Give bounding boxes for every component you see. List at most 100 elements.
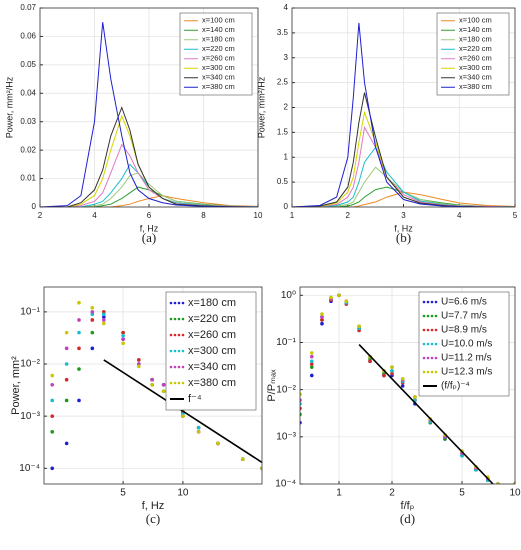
data-point xyxy=(64,398,69,403)
x-tick-label: 4 xyxy=(92,211,97,220)
data-point xyxy=(320,312,324,316)
legend-label: U=10.0 m/s xyxy=(441,339,492,350)
x-tick-label: 5 xyxy=(513,211,518,220)
legend-label: x=100 cm xyxy=(459,16,492,25)
data-point xyxy=(309,373,314,378)
data-point xyxy=(400,376,405,381)
x-axis-label: f/fₚ xyxy=(401,500,415,512)
legend-box xyxy=(436,12,510,96)
legend-swatch xyxy=(426,370,430,374)
legend-label: x=340 cm xyxy=(188,361,236,373)
legend-swatch xyxy=(173,365,177,369)
legend-label: U=7.7 m/s xyxy=(441,311,487,322)
y-tick-label: 2 xyxy=(284,103,289,112)
data-point xyxy=(320,321,324,326)
y-tick-label: 10⁻⁴ xyxy=(275,479,296,490)
data-point xyxy=(390,369,394,373)
y-tick-label: 0 xyxy=(284,202,289,211)
data-point xyxy=(90,346,95,351)
data-point xyxy=(64,330,69,335)
data-point xyxy=(216,441,220,446)
legend-swatch xyxy=(169,349,173,353)
data-point xyxy=(77,330,81,335)
data-point xyxy=(50,373,55,378)
data-point xyxy=(90,305,95,310)
legend-swatch xyxy=(426,342,430,346)
legend-label: x=380 cm xyxy=(202,82,235,91)
y-tick-label: 3.5 xyxy=(277,28,289,37)
legend-label: U=12.3 m/s xyxy=(441,367,492,378)
data-point xyxy=(368,359,372,364)
data-point xyxy=(137,358,141,362)
legend-swatch xyxy=(169,333,173,337)
x-tick-label: 10 xyxy=(177,488,189,499)
panel: 1 2 5 10 10⁻⁴ 10⁻³ 10⁻² 10⁻¹ 10⁰ f/fₚ P/Pₘₐₓ (d) U=6… xyxy=(266,286,521,526)
data-point xyxy=(390,365,394,369)
x-tick-label: 10 xyxy=(254,211,263,220)
data-point xyxy=(121,337,125,341)
x-tick-label: 5 xyxy=(120,488,126,499)
legend-swatch xyxy=(430,300,434,304)
panel: 2 4 6 8 10 0 0.01 0.02 0.03 0.04 0.05 0.06 0.07 f, Hz… xyxy=(4,3,263,245)
legend-label: x=180 cm xyxy=(188,297,236,309)
legend-swatch xyxy=(430,314,434,318)
data-point xyxy=(102,315,106,319)
series-group xyxy=(300,293,515,484)
legend-label: x=380 cm xyxy=(188,377,236,389)
series-line xyxy=(103,359,262,464)
y-tick-label: 10⁰ xyxy=(281,290,296,301)
legend-swatch xyxy=(169,381,173,385)
data-point xyxy=(260,466,262,471)
data-point xyxy=(320,315,324,319)
legend-label: x=340 cm xyxy=(202,73,235,82)
legend-swatch xyxy=(173,301,177,305)
data-point xyxy=(496,482,500,484)
legend-label: x=180 cm xyxy=(459,35,492,44)
y-tick-label: 0.03 xyxy=(20,117,36,126)
axes-frame xyxy=(39,7,259,208)
legend-label: U=11.2 m/s xyxy=(441,353,492,364)
data-point xyxy=(300,398,302,402)
legend-swatch xyxy=(430,328,434,332)
legend-swatch xyxy=(422,328,426,332)
legend-swatch xyxy=(422,356,426,360)
legend-swatch xyxy=(434,356,438,360)
data-point xyxy=(150,382,154,387)
legend-swatch xyxy=(177,333,181,337)
data-point xyxy=(64,346,69,351)
data-point xyxy=(309,351,314,355)
x-axis-label: f, Hz xyxy=(142,500,165,512)
y-tick-label: 3 xyxy=(284,53,289,62)
x-tick-label: 1 xyxy=(336,488,342,499)
data-point xyxy=(413,395,417,399)
data-point xyxy=(309,362,314,366)
data-point xyxy=(102,321,106,326)
legend-label: x=220 cm xyxy=(202,44,235,53)
y-tick-label: 0.04 xyxy=(20,88,36,97)
data-point xyxy=(400,384,405,388)
data-point xyxy=(102,318,106,322)
legend-label: x=300 cm xyxy=(188,345,236,357)
y-tick-label: 10⁻² xyxy=(20,359,40,370)
legend-swatch xyxy=(173,349,177,353)
series-line xyxy=(40,195,258,207)
y-tick-label: 4 xyxy=(284,3,289,12)
panel: 1 2 3 4 5 0 0.5 1 1.5 2 2.5 3 3.5 4 f, Hz Power, mm²/Hz… xyxy=(256,3,517,245)
data-point xyxy=(320,318,324,322)
data-point xyxy=(64,441,69,446)
data-point xyxy=(196,425,201,430)
data-point xyxy=(50,430,55,434)
legend-swatch xyxy=(434,370,438,374)
data-point xyxy=(121,341,125,346)
data-point xyxy=(382,373,386,378)
y-tick-label: 0.01 xyxy=(20,174,36,183)
legend-box xyxy=(179,12,253,96)
legend-swatch xyxy=(426,300,430,304)
legend-label: x=260 cm xyxy=(188,329,236,341)
series-group xyxy=(40,22,258,207)
data-point xyxy=(50,382,55,387)
y-tick-label: 1.5 xyxy=(277,127,289,136)
y-tick-label: 1 xyxy=(284,152,289,161)
legend-swatch xyxy=(422,342,426,346)
legend-label: U=8.9 m/s xyxy=(441,325,487,336)
